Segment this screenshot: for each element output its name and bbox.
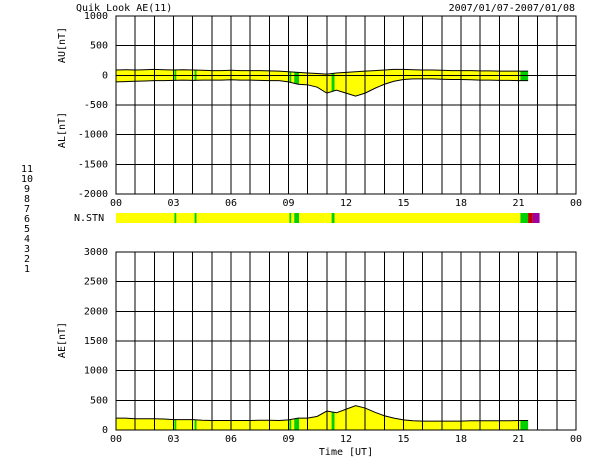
y-tick-label: -2000 — [78, 189, 108, 200]
y-tick-label: 1000 — [84, 11, 108, 22]
x-tick-label: 00 — [570, 434, 582, 445]
plot-frame — [115, 15, 577, 195]
n-stn-segment — [294, 213, 300, 223]
y-tick-label: 500 — [90, 41, 108, 52]
y-axis-label: AU[nT] — [57, 27, 68, 63]
y-tick-label: 0 — [102, 70, 108, 81]
station-coverage — [331, 405, 335, 430]
x-tick-label: 00 — [570, 198, 582, 209]
series-line — [116, 405, 529, 422]
y-tick-label: -1000 — [78, 130, 108, 141]
station-legend-entry: 5 — [24, 224, 30, 235]
x-tick-label: 21 — [512, 198, 524, 209]
series-line — [115, 78, 529, 97]
x-tick-label: 09 — [282, 198, 294, 209]
date-range: 2007/01/07-2007/01/08 — [449, 3, 575, 14]
n-stn-segment — [532, 213, 540, 223]
y-axis-label: AE[nT] — [57, 322, 68, 358]
x-tick-label: 15 — [397, 434, 409, 445]
n-stn-segment — [116, 213, 175, 223]
station-legend-entry: 10 — [21, 174, 33, 185]
y-tick-label: 1500 — [84, 336, 108, 347]
y-tick-label: 0 — [102, 425, 108, 436]
station-legend-entry: 9 — [24, 184, 30, 195]
n-stn-segment — [289, 213, 292, 223]
x-tick-label: 12 — [340, 434, 352, 445]
station-legend-entry: 11 — [21, 164, 33, 175]
n-stn-label: N.STN — [74, 213, 104, 224]
n-stn-segment — [196, 213, 290, 223]
station-coverage — [294, 69, 300, 97]
n-stn-segment — [299, 213, 332, 223]
station-legend-entry: 2 — [24, 254, 30, 265]
page-title: Quik Look AE(11) — [76, 3, 172, 14]
y-tick-label: 3000 — [84, 247, 108, 258]
n-stn-segment — [334, 213, 521, 223]
y-axis-label: AL[nT] — [57, 112, 68, 148]
x-tick-label: 00 — [110, 198, 122, 209]
series-line — [115, 68, 529, 75]
x-tick-label: 09 — [282, 434, 294, 445]
x-tick-label: 03 — [167, 434, 179, 445]
x-tick-label: 21 — [512, 434, 524, 445]
station-legend-entry: 8 — [24, 194, 30, 205]
y-tick-label: 500 — [90, 395, 108, 406]
station-legend-entry: 4 — [24, 234, 30, 245]
y-tick-label: 2500 — [84, 277, 108, 288]
n-stn-segment — [174, 213, 177, 223]
x-tick-label: 06 — [225, 198, 237, 209]
n-stn-segment — [194, 213, 197, 223]
station-legend-entry: 3 — [24, 244, 30, 255]
x-tick-label: 03 — [167, 198, 179, 209]
station-legend-entry: 6 — [24, 214, 30, 225]
y-tick-label: 1000 — [84, 366, 108, 377]
plot-frame — [115, 251, 577, 431]
n-stn-segment — [520, 213, 529, 223]
x-tick-label: 06 — [225, 434, 237, 445]
n-stn-segment — [331, 213, 335, 223]
n-stn-segment — [291, 213, 295, 223]
station-coverage — [331, 69, 335, 97]
station-legend-entry: 1 — [24, 264, 30, 275]
n-stn-segment — [528, 213, 533, 223]
station-legend-entry: 7 — [24, 204, 30, 215]
x-tick-label: 18 — [455, 198, 467, 209]
y-tick-label: -500 — [84, 100, 108, 111]
y-tick-label: 2000 — [84, 306, 108, 317]
x-tick-label: 12 — [340, 198, 352, 209]
x-tick-label: 15 — [397, 198, 409, 209]
x-tick-label: 00 — [110, 434, 122, 445]
x-axis-label: Time [UT] — [319, 447, 373, 458]
y-tick-label: -1500 — [78, 159, 108, 170]
n-stn-segment — [176, 213, 195, 223]
x-tick-label: 18 — [455, 434, 467, 445]
